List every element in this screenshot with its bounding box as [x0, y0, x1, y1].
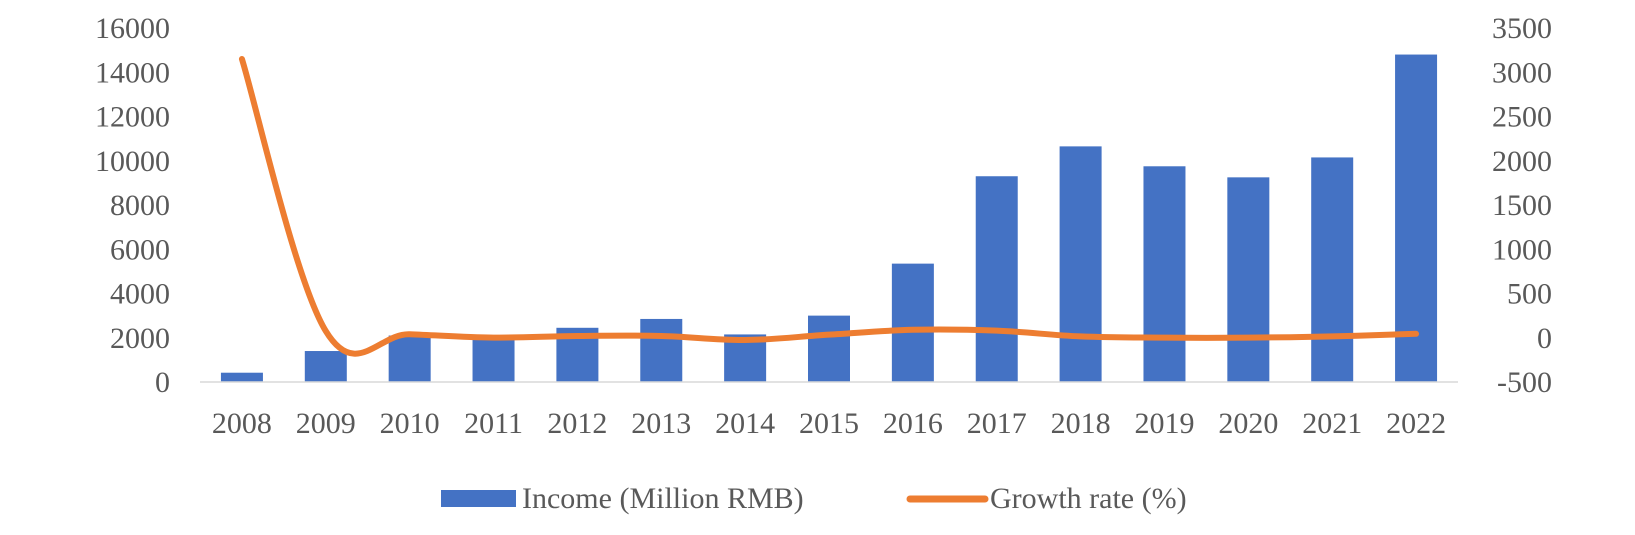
bar-2016: [891, 263, 934, 382]
left-tick-label: 6000: [110, 233, 170, 266]
bar-2022: [1395, 54, 1438, 383]
bar-2020: [1227, 177, 1270, 382]
left-tick-label: 0: [155, 366, 170, 399]
bar-2019: [1143, 166, 1186, 382]
bar-2013: [640, 318, 683, 382]
bar-2017: [975, 176, 1018, 382]
x-tick-label: 2014: [715, 407, 775, 440]
x-tick-label: 2019: [1134, 407, 1194, 440]
right-tick-label: 0: [1537, 322, 1552, 355]
legend-swatch-income: [441, 490, 516, 507]
x-tick-label: 2011: [464, 407, 523, 440]
right-tick-label: 500: [1507, 278, 1552, 311]
bar-series-income: [220, 54, 1438, 383]
bar-2009: [304, 351, 347, 382]
legend-label-growth: Growth rate (%): [990, 482, 1187, 515]
left-tick-label: 4000: [110, 278, 170, 311]
left-tick-label: 12000: [95, 101, 170, 134]
x-axis: 2008 2009 2010 2011 2012 2013 2014 2015 2016 2017…: [212, 407, 1446, 440]
right-tick-label: 2000: [1492, 145, 1552, 178]
left-tick-label: 2000: [110, 322, 170, 355]
x-tick-label: 2015: [799, 407, 859, 440]
right-tick-label: 1500: [1492, 189, 1552, 222]
bar-2011: [472, 337, 515, 382]
x-tick-label: 2009: [296, 407, 356, 440]
right-tick-label: 2500: [1492, 101, 1552, 134]
x-tick-label: 2018: [1051, 407, 1111, 440]
left-y-axis: 0 2000 4000 6000 8000 10000 12000 14000 16000: [95, 12, 170, 399]
bar-2018: [1059, 146, 1102, 382]
left-tick-label: 16000: [95, 12, 170, 45]
growth-rate-line: [238, 55, 1420, 357]
x-tick-label: 2016: [883, 407, 943, 440]
bar-2010: [388, 335, 431, 382]
x-tick-label: 2008: [212, 407, 272, 440]
bar-2021: [1311, 157, 1354, 382]
bar-2008: [220, 372, 263, 382]
right-y-axis: -500 0 500 1000 1500 2000 2500 3000 3500: [1492, 12, 1552, 399]
right-tick-label: 1000: [1492, 233, 1552, 266]
bar-2015: [808, 315, 850, 382]
legend: Income (Million RMB) Growth rate (%): [441, 482, 1187, 515]
x-tick-label: 2022: [1386, 407, 1446, 440]
x-tick-label: 2021: [1302, 407, 1362, 440]
right-tick-label: -500: [1497, 366, 1552, 399]
x-tick-label: 2012: [547, 407, 607, 440]
x-tick-label: 2013: [631, 407, 691, 440]
line-series-growth: [238, 55, 1420, 357]
right-tick-label: 3000: [1492, 56, 1552, 89]
x-tick-label: 2020: [1218, 407, 1278, 440]
x-tick-label: 2010: [380, 407, 440, 440]
left-tick-label: 10000: [95, 145, 170, 178]
legend-label-income: Income (Million RMB): [522, 482, 804, 515]
left-tick-label: 14000: [95, 56, 170, 89]
right-tick-label: 3500: [1492, 12, 1552, 45]
x-tick-label: 2017: [967, 407, 1027, 440]
left-tick-label: 8000: [110, 189, 170, 222]
